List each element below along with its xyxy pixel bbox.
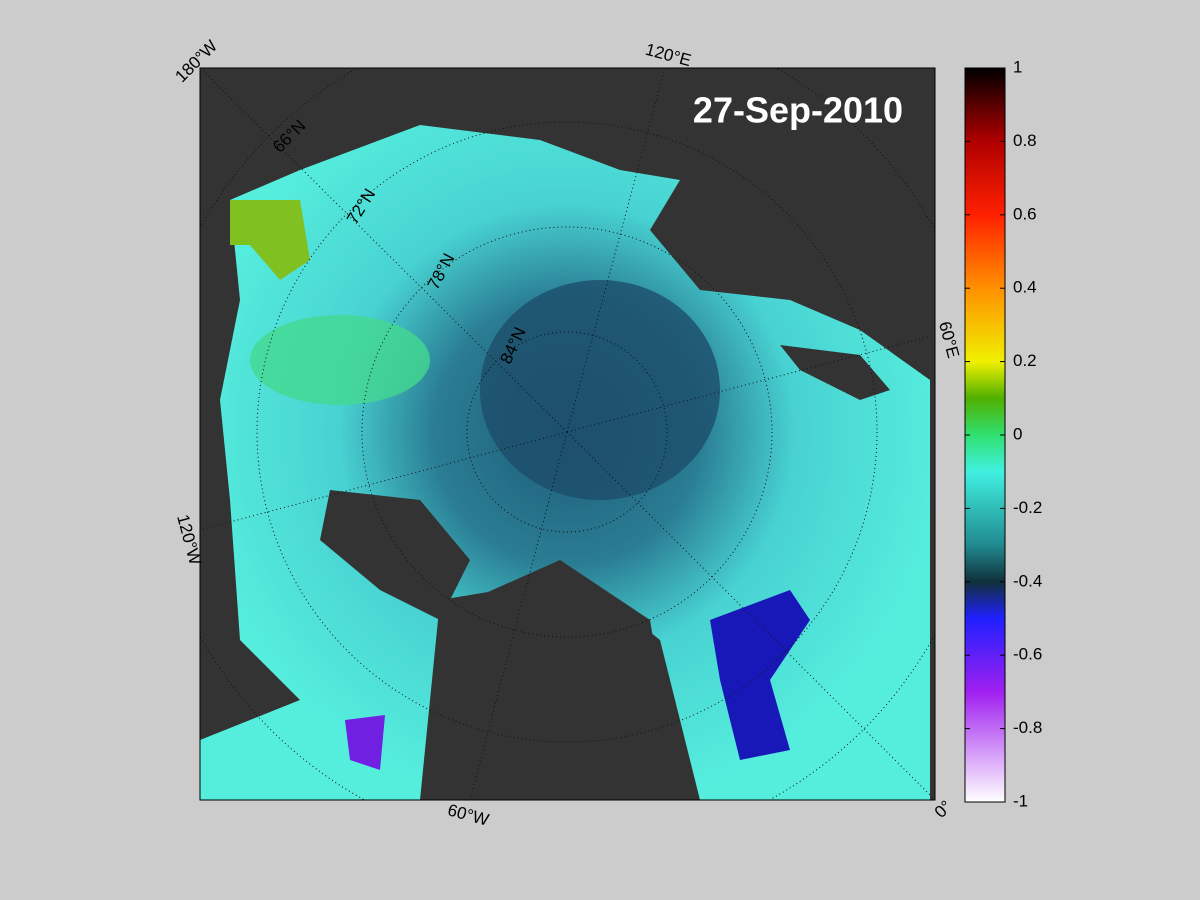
anomaly-patch bbox=[230, 200, 310, 280]
latitude-circle bbox=[361, 226, 773, 638]
colorbar-tick-label: -1 bbox=[1013, 791, 1028, 810]
anomaly-patch bbox=[250, 315, 430, 405]
colorbar-tick-label: 0.6 bbox=[1013, 204, 1037, 223]
colorbar-tick-label: -0.2 bbox=[1013, 498, 1042, 517]
lon-label: 0° bbox=[931, 797, 956, 822]
land bbox=[700, 190, 930, 300]
colorbar bbox=[964, 67, 1006, 803]
map-frame bbox=[199, 67, 936, 801]
lon-label: 60°E bbox=[935, 319, 963, 360]
colorbar-tick-label: 1 bbox=[1013, 57, 1022, 76]
colorbar-tick-label: 0.8 bbox=[1013, 131, 1037, 150]
map bbox=[200, 68, 935, 800]
date-label: 27-Sep-2010 bbox=[693, 90, 903, 131]
colorbar-tick-label: 0.2 bbox=[1013, 351, 1037, 370]
island bbox=[780, 345, 890, 400]
colorbar-tick-label: 0.4 bbox=[1013, 278, 1037, 297]
meridian bbox=[566, 68, 666, 433]
archipelago bbox=[320, 490, 470, 620]
anomaly-patch bbox=[345, 715, 385, 770]
colorbar-tick-label: -0.8 bbox=[1013, 718, 1042, 737]
colorbar-tick-label: 0 bbox=[1013, 424, 1022, 443]
meridian bbox=[566, 431, 935, 800]
latitude-circle bbox=[466, 331, 668, 533]
lon-label: 60°W bbox=[446, 800, 491, 829]
colorbar-tick-label: -0.4 bbox=[1013, 571, 1042, 590]
anomaly-patch bbox=[480, 280, 720, 500]
latitude-circle bbox=[256, 121, 878, 743]
anomaly-patch bbox=[710, 590, 810, 760]
greenland bbox=[470, 560, 680, 800]
lon-label: 120°E bbox=[643, 40, 693, 70]
colorbar-tick-label: -0.6 bbox=[1013, 645, 1042, 664]
meridian bbox=[200, 431, 568, 531]
